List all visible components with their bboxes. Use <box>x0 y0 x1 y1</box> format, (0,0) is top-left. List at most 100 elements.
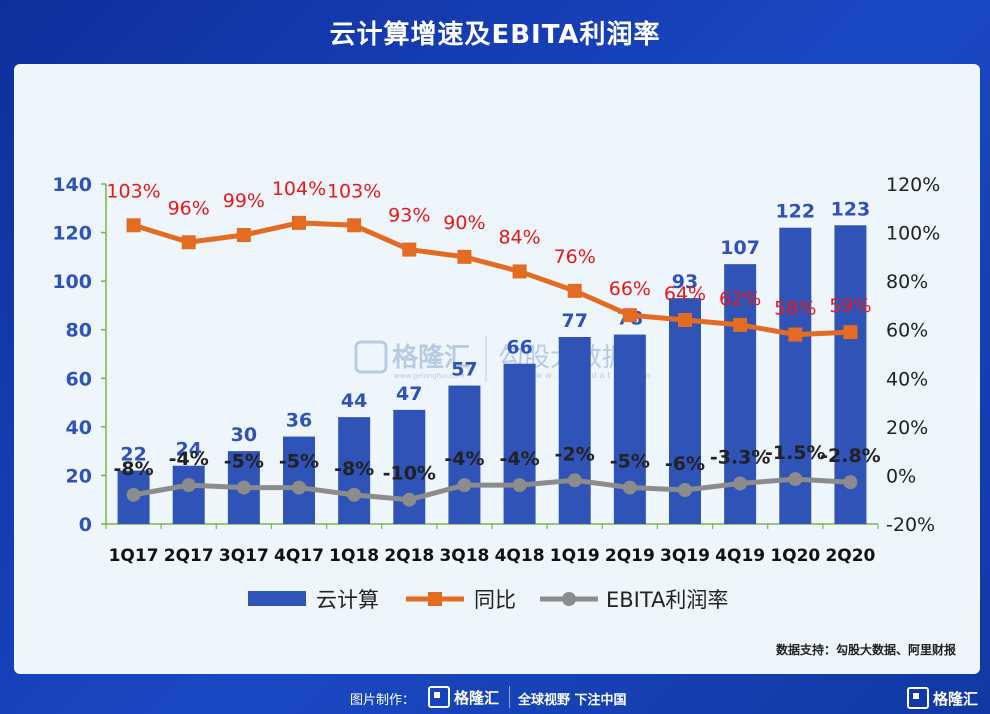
ebita-marker <box>457 478 472 493</box>
ebita-marker <box>843 475 858 490</box>
bar-label: 47 <box>396 383 422 405</box>
x-tick-label: 3Q19 <box>660 546 710 566</box>
ebita-label: -8% <box>334 458 374 480</box>
footer-made-by: 图片制作： <box>350 693 416 708</box>
x-tick-label: 3Q17 <box>219 546 269 566</box>
bar-label: 66 <box>506 337 532 359</box>
yoy-marker <box>457 249 472 264</box>
bar-cloud <box>448 385 481 524</box>
x-tick-label: 4Q18 <box>495 546 545 566</box>
ebita-label: -1.5% <box>765 442 826 464</box>
ebita-marker <box>402 492 417 507</box>
yoy-marker <box>236 228 251 242</box>
yoy-label: 64% <box>664 283 706 305</box>
ebita-label: -2.8% <box>820 445 881 467</box>
ebita-marker <box>733 476 748 491</box>
left-tick-label: 40 <box>66 417 92 439</box>
yoy-marker <box>347 218 362 233</box>
corner-logo: 格隆汇 <box>906 687 978 709</box>
chart: 格隆汇www.gelonghui.com勾股大数据www.gogudata.co… <box>52 174 940 612</box>
yoy-marker <box>678 313 692 327</box>
corner-logo-icon <box>906 687 929 709</box>
x-tick-label: 1Q20 <box>770 546 820 566</box>
ebita-label: -3.3% <box>710 446 771 468</box>
x-tick-label: 1Q18 <box>329 546 379 566</box>
footer-slogan: 全球视野 下注中国 <box>518 693 627 708</box>
legend-label-ebita: EBITA利润率 <box>606 588 728 612</box>
left-tick-label: 100 <box>52 271 92 293</box>
ebita-label: -2% <box>555 443 595 465</box>
yoy-label: 96% <box>168 197 210 219</box>
bar-cloud <box>503 363 536 524</box>
chart-panel: 格隆汇www.gelonghui.com勾股大数据www.gogudata.co… <box>14 64 980 674</box>
yoy-label: 62% <box>719 288 761 310</box>
bar-label: 44 <box>341 390 367 412</box>
right-tick-label: -20% <box>886 514 935 536</box>
yoy-label: 103% <box>327 180 381 202</box>
footer: 图片制作： 格隆汇 全球视野 下注中国 格隆汇 <box>0 680 990 714</box>
legend-swatch-cloud <box>248 591 306 606</box>
yoy-marker <box>733 317 748 332</box>
bar-cloud <box>283 436 315 524</box>
right-tick-label: 0% <box>886 465 916 487</box>
ebita-label: -6% <box>665 453 705 475</box>
yoy-label: 76% <box>554 246 596 268</box>
ebita-label: -5% <box>279 451 319 473</box>
yoy-marker <box>402 242 417 257</box>
ebita-marker <box>512 478 527 493</box>
bar-cloud <box>338 417 371 524</box>
left-tick-label: 80 <box>66 320 92 342</box>
ebita-label: -4% <box>169 448 209 470</box>
bar-label: 93 <box>672 271 698 293</box>
page-title: 云计算增速及EBITA利润率 <box>329 20 661 50</box>
legend-marker-ebita <box>562 592 576 606</box>
x-tick-label: 4Q19 <box>715 546 765 566</box>
ebita-marker <box>347 487 362 502</box>
ebita-marker <box>678 483 692 497</box>
yoy-marker <box>292 215 306 230</box>
left-tick-label: 20 <box>66 465 92 487</box>
yoy-label: 93% <box>388 205 430 227</box>
yoy-label: 99% <box>223 190 265 212</box>
bar-cloud <box>558 337 591 524</box>
yoy-label: 104% <box>272 178 326 200</box>
yoy-label: 59% <box>829 295 871 317</box>
right-tick-label: 120% <box>886 174 940 196</box>
legend-label-cloud: 云计算 <box>316 588 379 612</box>
yoy-label: 84% <box>498 226 540 248</box>
x-tick-label: 2Q18 <box>384 546 434 566</box>
x-tick-label: 2Q19 <box>605 546 655 566</box>
corner-logo-text: 格隆汇 <box>932 689 978 708</box>
ebita-label: -8% <box>113 458 153 480</box>
ebita-marker <box>567 473 582 488</box>
watermark-logo-icon <box>354 340 388 374</box>
yoy-marker <box>843 325 858 340</box>
bar-label: 30 <box>231 424 257 446</box>
data-source: 数据支持：勾股大数据、阿里财报 <box>775 643 956 657</box>
bar-label: 77 <box>561 310 587 332</box>
left-tick-label: 0 <box>79 514 92 536</box>
right-tick-label: 60% <box>886 320 928 342</box>
x-tick-label: 1Q19 <box>550 546 600 566</box>
yoy-marker <box>788 327 803 342</box>
bar-label: 122 <box>775 201 815 223</box>
gelonghui-logo-icon <box>428 686 450 708</box>
bar-label: 24 <box>175 439 201 461</box>
ebita-marker <box>788 472 803 487</box>
bar-label: 22 <box>120 444 146 466</box>
x-tick-label: 3Q18 <box>439 546 489 566</box>
x-tick-label: 2Q20 <box>825 546 875 566</box>
legend-marker-yoy <box>428 592 442 606</box>
yoy-marker <box>126 218 141 233</box>
left-tick-label: 140 <box>52 174 92 196</box>
legend-label-yoy: 同比 <box>474 588 516 612</box>
ebita-marker <box>126 487 141 502</box>
right-tick-label: 80% <box>886 271 928 293</box>
bar-cloud <box>172 465 205 524</box>
ebita-label: -10% <box>383 463 436 485</box>
yoy-marker <box>181 235 196 250</box>
ebita-marker <box>292 480 306 495</box>
bar-label: 107 <box>720 237 760 259</box>
bar-label: 36 <box>286 410 312 432</box>
line-yoy <box>132 220 851 338</box>
